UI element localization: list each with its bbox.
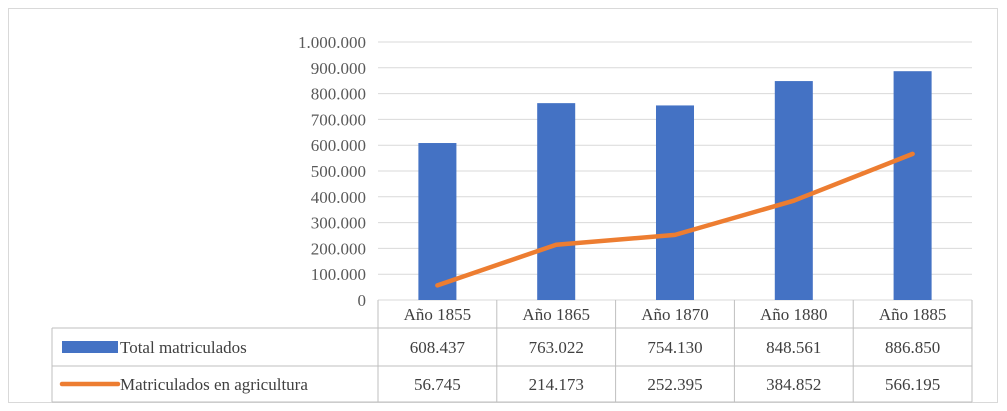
data-value: 56.745 bbox=[414, 375, 461, 394]
data-value: 763.022 bbox=[529, 338, 584, 357]
y-tick-label: 700.000 bbox=[311, 110, 366, 129]
data-value: 608.437 bbox=[410, 338, 466, 357]
bar bbox=[774, 81, 813, 300]
bar bbox=[893, 71, 932, 300]
series-name: Matriculados en agricultura bbox=[120, 375, 308, 394]
y-tick-label: 600.000 bbox=[311, 136, 366, 155]
line-point bbox=[554, 242, 559, 247]
line-point bbox=[435, 283, 440, 288]
data-value: 214.173 bbox=[529, 375, 584, 394]
y-tick-label: 1.000.000 bbox=[298, 33, 366, 52]
line-point bbox=[910, 151, 915, 156]
y-tick-label: 500.000 bbox=[311, 162, 366, 181]
data-value: 848.561 bbox=[766, 338, 821, 357]
data-value: 886.850 bbox=[885, 338, 940, 357]
line-series bbox=[435, 151, 915, 288]
y-tick-label: 200.000 bbox=[311, 239, 366, 258]
y-tick-labels: 0 100.000 200.000 300.000 400.000 500.000 600.… bbox=[298, 33, 366, 310]
line-point bbox=[673, 232, 677, 237]
data-value: 384.852 bbox=[766, 375, 821, 394]
category-label: Año 1855 bbox=[404, 305, 472, 324]
y-tick-label: 400.000 bbox=[311, 188, 366, 207]
chart-frame bbox=[8, 8, 998, 403]
line-point bbox=[791, 198, 796, 203]
y-tick-label: 0 bbox=[358, 291, 367, 310]
y-tick-label: 300.000 bbox=[311, 214, 366, 233]
legend-key-bar bbox=[62, 341, 118, 353]
category-label: Año 1885 bbox=[879, 305, 947, 324]
y-tick-label: 900.000 bbox=[311, 59, 366, 78]
bar bbox=[537, 103, 576, 301]
data-value: 252.395 bbox=[647, 375, 702, 394]
data-table: Año 1855 Año 1865 Año 1870 Año 1880 Año 1885… bbox=[51, 300, 973, 403]
series-name: Total matriculados bbox=[120, 338, 247, 357]
category-label: Año 1880 bbox=[760, 305, 828, 324]
data-value: 754.130 bbox=[647, 338, 702, 357]
bar bbox=[418, 143, 457, 300]
y-tick-label: 800.000 bbox=[311, 85, 366, 104]
category-label: Año 1865 bbox=[522, 305, 590, 324]
category-label: Año 1870 bbox=[641, 305, 709, 324]
bar-series bbox=[418, 71, 932, 301]
data-value: 566.195 bbox=[885, 375, 940, 394]
y-tick-label: 100.000 bbox=[311, 265, 366, 284]
bar bbox=[655, 105, 695, 300]
